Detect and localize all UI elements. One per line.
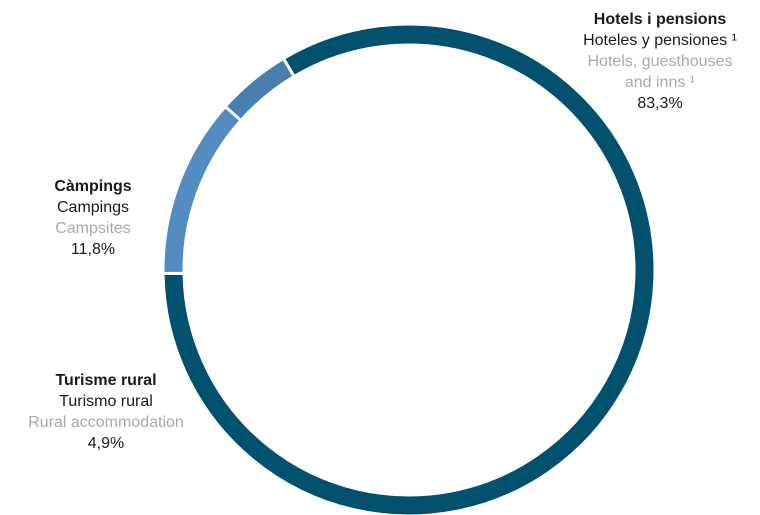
label-hotels-en-line1: Hotels, guesthouses bbox=[587, 53, 733, 70]
label-rural-ca: Turisme rural bbox=[55, 372, 157, 389]
label-hotels-es: Hoteles y pensiones ¹ bbox=[583, 32, 737, 49]
label-rural-en: Rural accommodation bbox=[28, 414, 184, 431]
slice-campings bbox=[161, 104, 244, 276]
label-hotels-ca: Hotels i pensions bbox=[593, 11, 727, 28]
label-hotels: Hotels i pensions Hoteles y pensiones ¹ … bbox=[560, 9, 760, 114]
label-campings-en: Campsites bbox=[55, 220, 131, 237]
label-rural-percentage: 4,9% bbox=[87, 435, 125, 452]
label-campings: Càmpings Campings Campsites 11,8% bbox=[18, 176, 168, 260]
label-campings-es: Campings bbox=[56, 199, 130, 216]
label-campings-ca: Càmpings bbox=[54, 178, 132, 195]
label-rural-es: Turismo rural bbox=[59, 393, 153, 410]
label-campings-percentage: 11,8% bbox=[70, 241, 116, 258]
slice-rural bbox=[223, 56, 297, 123]
label-hotels-percentage: 83,3% bbox=[637, 95, 683, 112]
donut-slices bbox=[161, 22, 657, 515]
label-hotels-en-line2: and inns ¹ bbox=[624, 74, 696, 91]
label-rural: Turisme rural Turismo rural Rural accomm… bbox=[4, 370, 208, 454]
